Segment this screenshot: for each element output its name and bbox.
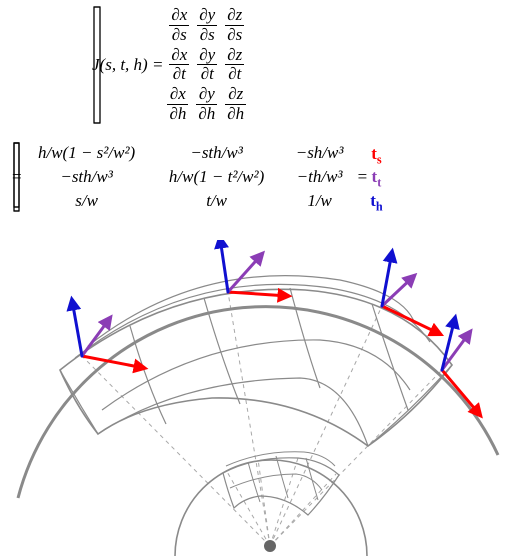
eq-sign-2: = [358,167,368,187]
origin-dot [264,540,276,552]
th-label: th [370,191,382,214]
jacobian-partials: J(s, t, h) = ∂x∂s ∂y∂s ∂z∂s ∂x∂t ∂y∂t ∂z… [92,6,250,124]
tt-label: tt [372,167,382,190]
jacobian-expanded: = h/w(1 − s²/w²)−sth/w³−sh/w³ −sth/w³h/w… [12,142,386,212]
rbracket [12,142,21,208]
rbracket [92,6,102,124]
ts-label: ts [371,144,381,167]
tangent-vectors-diagram [0,240,510,560]
jacobian-lhs: J(s, t, h) = [92,55,163,75]
